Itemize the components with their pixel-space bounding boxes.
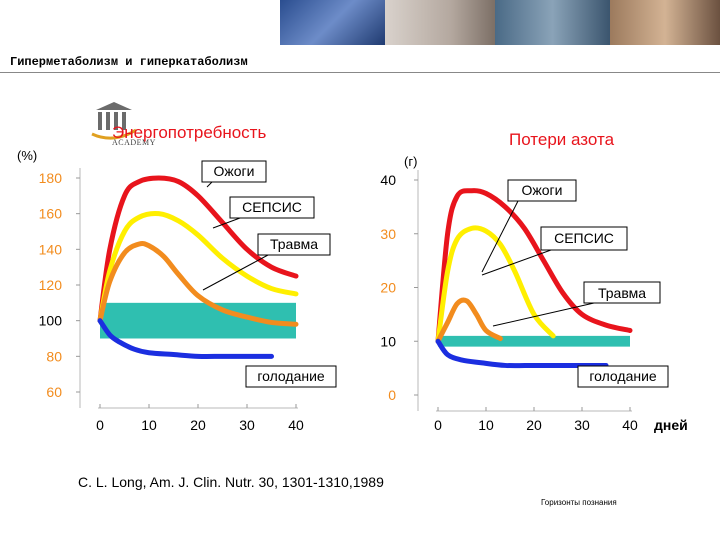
x-tick-label: 20 [190, 417, 206, 433]
series-label: Травма [598, 285, 646, 301]
callout-leader [212, 217, 241, 229]
chart-title: Потери азота [509, 130, 615, 149]
series-label: СЕПСИС [554, 230, 614, 246]
y-tick-label: 60 [46, 384, 62, 400]
banner-team-photo [385, 0, 495, 45]
series-line [435, 338, 609, 369]
y-tick-label: 160 [39, 206, 63, 222]
callout-box [540, 226, 628, 251]
y-tick-label: 40 [380, 172, 396, 188]
series-line [435, 225, 556, 344]
normal-range-band [438, 335, 630, 347]
banner-surgeon-photo [495, 0, 610, 45]
series-line [97, 318, 274, 359]
series-line [97, 240, 299, 327]
series-label: Ожоги [522, 182, 563, 198]
series-line [97, 211, 299, 324]
callout-box [583, 281, 661, 304]
callout-box [577, 365, 669, 388]
x-tick-label: 30 [574, 417, 590, 433]
series-label: СЕПСИС [242, 199, 302, 215]
callout-leader [481, 249, 552, 276]
x-tick-label: 10 [478, 417, 494, 433]
banner-white-block [0, 0, 280, 45]
callout-leader [481, 200, 519, 273]
y-tick-label: 120 [39, 277, 63, 293]
x-tick-label: 20 [526, 417, 542, 433]
y-tick-label: 20 [380, 280, 396, 296]
x-tick-label: 40 [288, 417, 304, 433]
y-axis-label: (%) [17, 148, 37, 163]
callout-box [229, 196, 315, 219]
x-tick-label: 30 [239, 417, 255, 433]
callout-box [201, 160, 267, 183]
chart-title: Энергопотребность [112, 123, 266, 142]
y-tick-label: 10 [380, 333, 396, 349]
y-tick-label: 30 [380, 226, 396, 242]
y-axis-label: (г) [404, 154, 417, 169]
series-label: голодание [589, 368, 657, 384]
callout-box [245, 365, 337, 388]
callout-box [257, 233, 331, 256]
series-line [97, 175, 299, 324]
header-banner [0, 0, 720, 45]
banner-flag-photo [280, 0, 385, 45]
academy-columns-logo-icon [91, 102, 137, 140]
callout-leader [492, 302, 595, 327]
citation: C. L. Long, Am. J. Clin. Nutr. 30, 1301-… [78, 474, 384, 490]
y-tick-label: 0 [388, 387, 396, 403]
callout-leader [206, 181, 213, 188]
y-tick-label: 80 [46, 348, 62, 364]
callout-leader [202, 254, 269, 291]
series-label: Травма [270, 236, 318, 252]
x-tick-label: 10 [141, 417, 157, 433]
y-tick-label: 140 [39, 241, 63, 257]
series-label: Ожоги [214, 163, 255, 179]
series-label: голодание [257, 368, 325, 384]
title-divider [0, 72, 720, 73]
footer-text: Горизонты познания [541, 498, 617, 507]
logo-text: ACADEMY [112, 138, 156, 147]
x-axis-label: дней [654, 417, 688, 433]
series-line [435, 297, 503, 344]
x-tick-label: 0 [96, 417, 104, 433]
y-tick-label: 180 [39, 170, 63, 186]
x-tick-label: 0 [434, 417, 442, 433]
series-line [435, 188, 633, 344]
slide-title: Гиперметаболизм и гиперкатаболизм [10, 55, 248, 69]
callout-box [507, 179, 577, 202]
y-tick-label: 100 [39, 313, 63, 329]
banner-woman-photo [610, 0, 720, 45]
x-tick-label: 40 [622, 417, 638, 433]
